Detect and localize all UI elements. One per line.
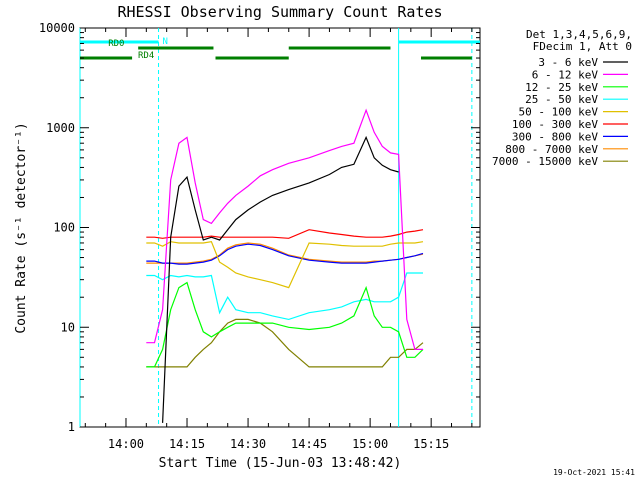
legend-entry-label: 6 - 12 keV bbox=[532, 68, 599, 81]
x-axis: 14:00 14:15 14:30 14:45 15:00 15:15 bbox=[84, 28, 473, 451]
legend-entry-label: 3 - 6 keV bbox=[538, 56, 598, 69]
flag-label-rd0: RD0 bbox=[108, 39, 124, 49]
x-tick-label: 14:00 bbox=[108, 437, 144, 451]
legend-entry-label: 25 - 50 keV bbox=[525, 93, 598, 106]
observing-flags: N RD0 RD4 bbox=[80, 37, 480, 61]
series-line-0 bbox=[162, 135, 399, 423]
y-tick-label: 10000 bbox=[39, 21, 75, 35]
legend-entry-label: 300 - 800 keV bbox=[512, 130, 598, 143]
legend-entry-label: 12 - 25 keV bbox=[525, 81, 598, 94]
y-tick-label: 1000 bbox=[46, 121, 75, 135]
x-tick-label: 14:15 bbox=[169, 437, 205, 451]
y-axis-label: Count Rate (s⁻¹ detector⁻¹) bbox=[14, 122, 29, 333]
x-tick-label: 15:00 bbox=[352, 437, 388, 451]
x-tick-label: 14:30 bbox=[230, 437, 266, 451]
legend-header-line: Det 1,3,4,5,6,9, bbox=[526, 28, 632, 41]
legend: Det 1,3,4,5,6,9,FDecim 1, Att 0 3 - 6 keV… bbox=[492, 28, 632, 168]
x-tick-label: 15:15 bbox=[413, 437, 449, 451]
series-line-5 bbox=[146, 229, 424, 239]
footer-date: 19-Oct-2021 15:41 bbox=[553, 468, 635, 477]
series-line-6 bbox=[146, 243, 424, 265]
series-line-4 bbox=[146, 241, 424, 289]
series-lines bbox=[146, 108, 424, 423]
chart-title: RHESSI Observing Summary Count Rates bbox=[117, 3, 442, 21]
series-line-8 bbox=[146, 318, 424, 368]
y-tick-label: 1 bbox=[68, 420, 75, 434]
series-line-1 bbox=[146, 108, 423, 350]
legend-entry-label: 800 - 7000 keV bbox=[505, 143, 598, 156]
x-tick-label: 14:45 bbox=[291, 437, 327, 451]
series-line-3 bbox=[146, 272, 423, 321]
legend-entry-label: 50 - 100 keV bbox=[519, 106, 599, 119]
flag-label-rd4: RD4 bbox=[138, 51, 154, 61]
x-axis-label: Start Time (15-Jun-03 13:48:42) bbox=[159, 456, 402, 471]
legend-header-line: FDecim 1, Att 0 bbox=[533, 40, 632, 53]
flag-label-n: N bbox=[163, 37, 168, 47]
y-axis: 1 10 100 1000 10000 bbox=[39, 21, 480, 434]
legend-entry-label: 7000 - 15000 keV bbox=[492, 155, 598, 168]
y-tick-label: 100 bbox=[53, 221, 75, 235]
y-tick-label: 10 bbox=[61, 320, 75, 334]
series-line-2 bbox=[146, 281, 424, 368]
plot-frame bbox=[79, 27, 481, 428]
time-markers bbox=[79, 28, 473, 427]
legend-entry-label: 100 - 300 keV bbox=[512, 118, 598, 131]
